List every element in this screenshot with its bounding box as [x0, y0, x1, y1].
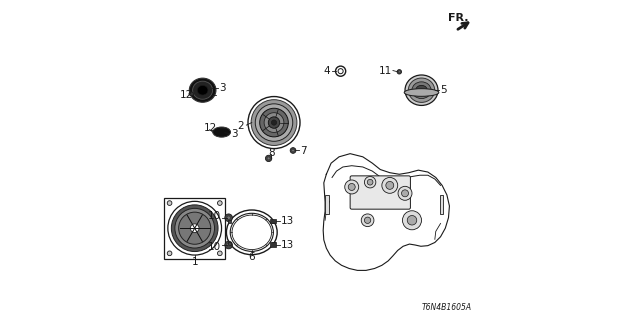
Circle shape	[364, 177, 376, 188]
Ellipse shape	[193, 81, 212, 99]
Circle shape	[271, 120, 276, 125]
Text: 3: 3	[220, 83, 226, 93]
Ellipse shape	[189, 92, 194, 96]
FancyBboxPatch shape	[272, 220, 275, 223]
FancyBboxPatch shape	[272, 242, 275, 245]
Circle shape	[345, 180, 358, 194]
Ellipse shape	[412, 82, 431, 99]
Circle shape	[167, 201, 172, 205]
Circle shape	[367, 179, 373, 185]
Circle shape	[348, 183, 355, 190]
Circle shape	[398, 71, 400, 73]
Circle shape	[179, 212, 211, 244]
Circle shape	[172, 205, 218, 252]
Circle shape	[255, 104, 292, 141]
Ellipse shape	[189, 78, 216, 102]
Circle shape	[225, 214, 232, 221]
Text: 8: 8	[268, 148, 275, 158]
Circle shape	[290, 148, 296, 153]
Circle shape	[167, 251, 172, 256]
Circle shape	[292, 149, 294, 152]
Text: 11: 11	[378, 66, 392, 76]
Circle shape	[397, 69, 401, 74]
Text: 12: 12	[204, 123, 217, 133]
Ellipse shape	[230, 213, 273, 252]
Ellipse shape	[404, 89, 439, 96]
Text: 13: 13	[282, 240, 294, 250]
Text: 10: 10	[208, 242, 221, 252]
FancyBboxPatch shape	[270, 243, 276, 247]
Ellipse shape	[197, 85, 208, 95]
FancyBboxPatch shape	[228, 220, 232, 223]
FancyBboxPatch shape	[324, 195, 328, 214]
Circle shape	[175, 208, 214, 248]
Circle shape	[266, 155, 272, 162]
Circle shape	[403, 211, 422, 230]
Circle shape	[264, 113, 284, 132]
Circle shape	[407, 215, 417, 225]
FancyBboxPatch shape	[350, 176, 410, 209]
Text: T6N4B1605A: T6N4B1605A	[422, 303, 472, 312]
Circle shape	[218, 251, 222, 256]
Text: 5: 5	[440, 84, 447, 95]
Ellipse shape	[212, 127, 230, 137]
FancyBboxPatch shape	[270, 219, 276, 223]
Text: 12: 12	[180, 90, 193, 100]
Text: 13: 13	[282, 216, 294, 226]
Circle shape	[267, 157, 270, 160]
Text: 7: 7	[300, 146, 307, 156]
Circle shape	[190, 224, 199, 233]
Text: FR.: FR.	[447, 13, 468, 23]
Circle shape	[260, 108, 288, 137]
Circle shape	[218, 201, 222, 205]
Circle shape	[225, 241, 232, 249]
Text: 10: 10	[208, 211, 221, 220]
Circle shape	[268, 117, 280, 128]
FancyBboxPatch shape	[228, 242, 232, 245]
Text: 6: 6	[248, 252, 255, 262]
Circle shape	[398, 186, 412, 200]
Circle shape	[251, 100, 297, 146]
Circle shape	[401, 190, 408, 197]
Text: 2: 2	[237, 121, 244, 131]
Text: 4: 4	[324, 66, 330, 76]
Circle shape	[227, 216, 230, 220]
Circle shape	[227, 243, 230, 247]
Circle shape	[361, 214, 374, 227]
Circle shape	[382, 178, 397, 193]
Text: 3: 3	[231, 129, 238, 139]
Text: 1: 1	[191, 257, 198, 267]
FancyBboxPatch shape	[440, 195, 444, 214]
FancyBboxPatch shape	[164, 197, 225, 259]
Ellipse shape	[408, 78, 435, 102]
Ellipse shape	[416, 85, 428, 95]
Circle shape	[386, 181, 394, 189]
Circle shape	[364, 217, 371, 223]
Ellipse shape	[405, 75, 438, 105]
